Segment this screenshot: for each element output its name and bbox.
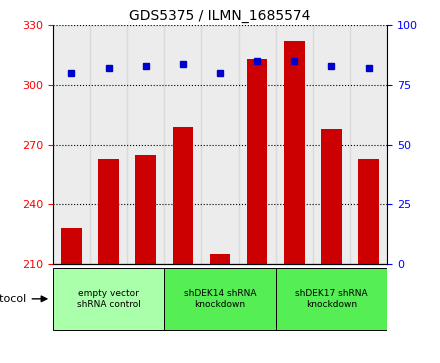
Title: GDS5375 / ILMN_1685574: GDS5375 / ILMN_1685574 (129, 9, 311, 23)
Bar (238, 25, 276, 264)
Bar (276, 25, 313, 264)
Bar (202, 25, 238, 264)
Bar (90, 25, 127, 264)
Text: empty vector
shRNA control: empty vector shRNA control (77, 289, 140, 309)
Bar (127, 25, 164, 264)
Bar (164, 25, 202, 264)
FancyBboxPatch shape (164, 268, 276, 330)
Text: protocol: protocol (0, 294, 26, 304)
Bar (98, 159, 119, 264)
Bar (136, 155, 156, 264)
Bar (247, 59, 268, 264)
Bar (53, 25, 90, 264)
Bar (284, 41, 304, 264)
Bar (210, 254, 230, 264)
Bar (359, 159, 379, 264)
Bar (172, 127, 193, 264)
Text: shDEK14 shRNA
knockdown: shDEK14 shRNA knockdown (184, 289, 256, 309)
FancyBboxPatch shape (53, 268, 164, 330)
Text: shDEK17 shRNA
knockdown: shDEK17 shRNA knockdown (295, 289, 368, 309)
Bar (321, 129, 342, 264)
Bar (313, 25, 350, 264)
Bar (350, 25, 387, 264)
FancyBboxPatch shape (276, 268, 387, 330)
Bar (61, 228, 81, 264)
